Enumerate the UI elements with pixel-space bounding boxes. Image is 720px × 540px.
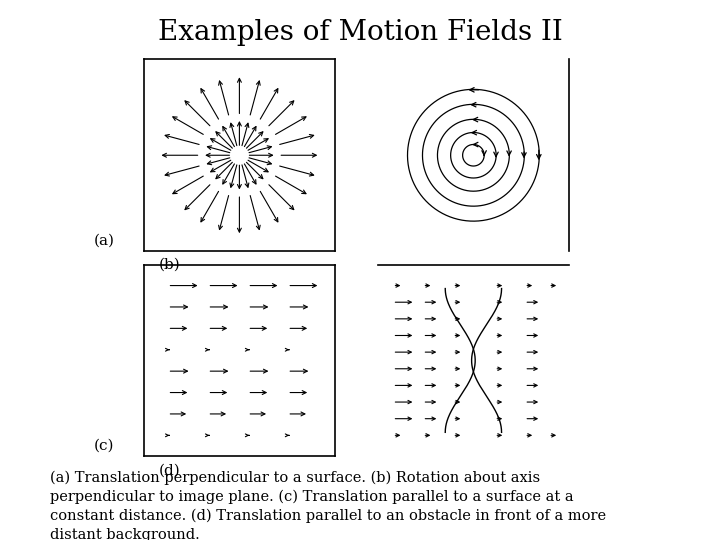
Polygon shape bbox=[445, 288, 502, 433]
Text: (d): (d) bbox=[158, 463, 180, 477]
Text: Examples of Motion Fields II: Examples of Motion Fields II bbox=[158, 19, 562, 46]
Text: (a): (a) bbox=[94, 233, 115, 247]
Text: (a) Translation perpendicular to a surface. (b) Rotation about axis
perpendicula: (a) Translation perpendicular to a surfa… bbox=[50, 471, 606, 540]
Text: (b): (b) bbox=[158, 258, 180, 272]
Text: (c): (c) bbox=[94, 438, 114, 453]
